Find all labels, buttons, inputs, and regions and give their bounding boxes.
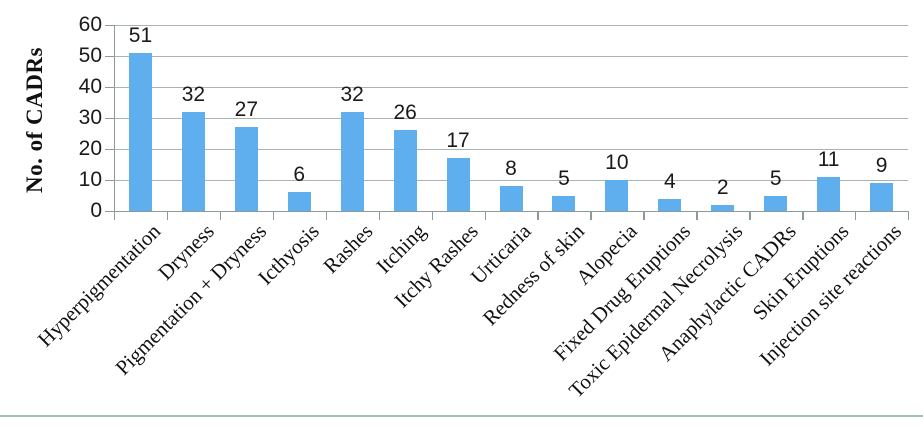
x-axis-line	[114, 211, 908, 213]
bar-value-label: 5	[769, 166, 782, 190]
bar-value-label: 32	[340, 82, 364, 106]
x-axis-tick	[590, 211, 592, 220]
x-axis-tick	[219, 211, 222, 220]
gridline	[114, 118, 908, 120]
bar-value-label: 8	[505, 157, 517, 181]
y-axis-line	[114, 25, 116, 220]
y-tick-label: 10	[78, 168, 102, 191]
gridline	[114, 180, 908, 182]
bar-value-label: 51	[128, 23, 153, 47]
x-axis-tick	[484, 211, 486, 220]
y-tick-label: 60	[78, 13, 102, 36]
x-axis-tick	[696, 211, 698, 220]
figure-bottom-rule	[0, 415, 923, 417]
bar	[340, 111, 364, 211]
bar-value-label: 11	[817, 147, 840, 171]
x-axis-tick	[114, 211, 116, 220]
bar-value-label: 6	[293, 163, 306, 187]
y-axis-tick	[105, 56, 114, 58]
bar-value-label: 10	[605, 151, 629, 174]
y-tick-label: 20	[78, 137, 102, 160]
y-axis-tick	[105, 25, 114, 27]
y-axis-tick	[105, 149, 114, 151]
x-axis-tick	[378, 211, 381, 220]
x-axis-tick	[908, 211, 910, 220]
category-label: Rashes	[318, 219, 378, 279]
bar-value-label: 2	[716, 175, 729, 199]
y-tick-label: 30	[78, 106, 102, 129]
bar-value-label: 9	[875, 154, 888, 178]
bar-value-label: 27	[234, 98, 258, 122]
gridline	[114, 56, 908, 58]
gridline	[114, 149, 908, 151]
bar	[499, 186, 523, 211]
x-axis-tick	[272, 211, 275, 220]
bar	[446, 158, 470, 211]
x-axis-tick	[855, 211, 857, 220]
x-axis-tick	[802, 211, 804, 220]
gridline	[114, 87, 908, 89]
y-axis-tick	[105, 87, 114, 89]
bar	[870, 183, 894, 211]
x-axis-tick	[325, 211, 328, 220]
bar	[181, 111, 205, 211]
bar	[658, 198, 682, 211]
x-axis-tick	[166, 211, 169, 220]
bar	[605, 180, 629, 211]
bar	[234, 127, 258, 211]
bar	[817, 176, 841, 211]
bar-value-label: 26	[393, 101, 417, 125]
x-axis-tick	[643, 211, 645, 220]
bar-value-label: 5	[558, 166, 570, 190]
x-axis-tick	[537, 211, 539, 220]
y-axis-tick	[105, 118, 114, 120]
bar	[711, 204, 735, 211]
y-axis-tick	[105, 180, 114, 182]
bar	[764, 195, 788, 211]
y-axis-tick	[105, 211, 114, 213]
x-axis-tick	[749, 211, 751, 220]
bar-value-label: 4	[663, 169, 676, 193]
y-tick-label: 40	[78, 75, 102, 98]
bar	[393, 130, 417, 211]
y-tick-label: 0	[90, 199, 102, 222]
bar	[128, 52, 152, 211]
bar-value-label: 17	[446, 129, 470, 153]
bar	[287, 192, 311, 211]
gridline	[114, 25, 908, 27]
bar-value-label: 32	[181, 82, 206, 106]
bar	[552, 195, 576, 211]
y-tick-label: 50	[78, 44, 102, 67]
x-axis-tick	[431, 211, 433, 220]
